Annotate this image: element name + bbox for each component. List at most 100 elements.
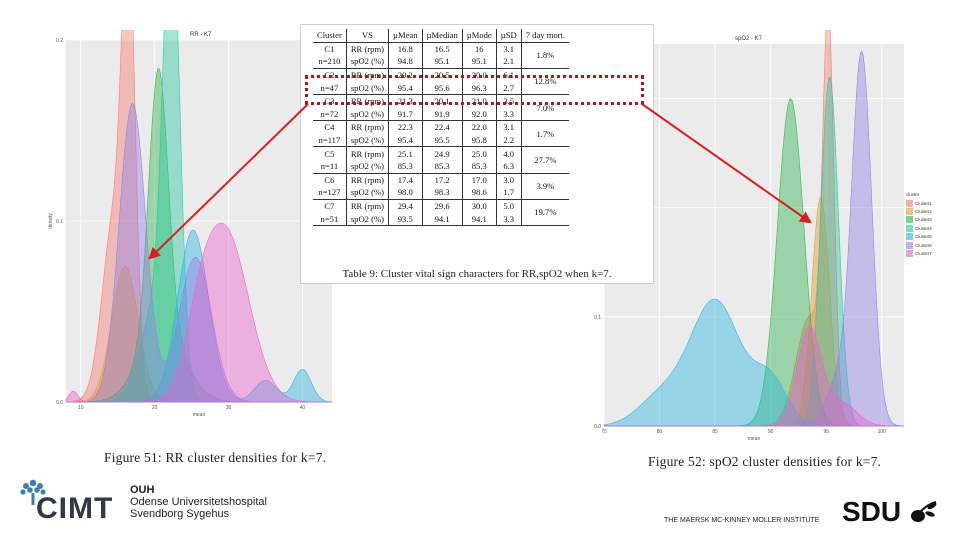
table-cell: 95.5 (421, 133, 463, 148)
table-row: C1 RR (rpm) 16.8 16.5 16 3.1 1.8% (313, 42, 570, 69)
rr-figure-caption: Figure 51: RR cluster densities for k=7. (104, 450, 327, 465)
table-cell: C1 (324, 43, 335, 54)
table-cell: 6.3 (495, 159, 522, 174)
table-cell: n=47 (313, 81, 347, 95)
table-cell: 3.0 (495, 173, 522, 187)
x-tick-label: 80 (657, 429, 663, 435)
table-cell: spO2 (%) (345, 133, 389, 148)
legend-swatch (906, 250, 913, 258)
x-axis-label: mean (193, 412, 206, 418)
legend-item: Cluster2 (906, 207, 938, 216)
ouh-logo: OUH Odense Universitetshospital Svendbor… (130, 484, 270, 528)
table-cell: 95.1 (421, 55, 463, 69)
table-cell: 16.5 (421, 42, 463, 56)
table-cell: RR (rpm) (345, 120, 389, 134)
ouh-hospital: Odense Universitetshospital (130, 496, 267, 508)
legend-swatch (906, 208, 913, 216)
table-cell: n=51 (313, 212, 347, 226)
legend-label: Cluster2 (915, 209, 932, 215)
legend-label: Cluster4 (915, 225, 932, 231)
table-cell: 30.0 (461, 199, 497, 213)
table-cell: 29.6 (421, 199, 463, 213)
y-tick-label: 0.1 (56, 219, 63, 225)
legend-item: Cluster5 (906, 233, 938, 241)
table-cell: 17.2 (421, 173, 463, 187)
table-cell: spO2 (%) (345, 159, 389, 174)
sdu-logo: SDU (842, 496, 946, 532)
table-cell: 2.2 (495, 133, 522, 148)
table-cell: 7.0% (520, 94, 570, 122)
table-cell: 94.1 (461, 212, 497, 226)
table-cell: 22.3 (388, 120, 423, 134)
tree-icon (20, 479, 46, 505)
table-header-row: Cluster VS µMean µMedian µMode µSD 7 day mort. (313, 29, 570, 43)
table-cell: 22.4 (421, 120, 463, 134)
x-tick-label: 95 (823, 429, 829, 435)
table-cell: 95.4 (388, 81, 423, 95)
table-cell: C6 (324, 174, 335, 185)
legend-item: Cluster6 (906, 241, 938, 249)
table-cell: 29.4 (388, 199, 423, 213)
rr-chart-figure: RR - K7 10 20 30 40 0.0 0.1 0.2 mean density (32, 30, 332, 450)
legend-label: Cluster1 (915, 200, 932, 206)
table-cell: 95.1 (461, 55, 497, 69)
table-cell: 16.8 (388, 42, 423, 56)
table-cell: 3.1 (495, 120, 522, 134)
table-cell: 94.8 (388, 55, 423, 69)
table-row: C7 RR (rpm) 29.4 29.6 30.0 5.0 19.7% (313, 199, 570, 226)
legend-item: Cluster4 (906, 224, 938, 232)
table-cell: n=127 (313, 186, 347, 200)
ouh-name: OUH (130, 484, 155, 496)
x-tick-label: 90 (768, 429, 774, 435)
x-tick-label: 30 (226, 405, 232, 411)
table-cell: 92.0 (461, 107, 497, 122)
table-cell: 98.6 (461, 186, 497, 200)
table-row: n=117 spO2 (%) 95.4 95.5 95.8 2.2 (313, 133, 569, 148)
table-cell: spO2 (%) (345, 81, 389, 95)
x-tick-label: 100 (878, 429, 887, 435)
x-tick-label: 20 (152, 405, 158, 411)
legend-label: Cluster5 (915, 234, 932, 240)
x-tick-label: 10 (78, 405, 84, 411)
y-axis-label: density (48, 213, 54, 229)
cimt-logo: CIMT (16, 478, 126, 526)
table-row: n=127 spO2 (%) 98.0 98.3 98.6 1.7 (313, 186, 569, 200)
table-cell: n=72 (313, 107, 347, 122)
table-cell: 95.4 (388, 133, 423, 148)
legend-label: Cluster6 (915, 242, 932, 248)
density-area-cluster7 (65, 222, 332, 403)
table-header-cell: µMode (461, 29, 497, 43)
table-cell: 3.9% (520, 173, 570, 200)
table-cell: RR (rpm) (345, 173, 389, 187)
legend-item: Cluster3 (906, 216, 938, 224)
legend-title: cluster (906, 192, 920, 197)
table-cell: 98.3 (421, 186, 463, 200)
table-cell: 22.0 (461, 120, 497, 134)
table-cell: 24.9 (421, 146, 463, 160)
table-cell: RR (rpm) (345, 199, 389, 213)
legend-swatch (906, 199, 913, 207)
table-header-cell: VS (345, 29, 389, 43)
x-tick-label: 85 (712, 429, 718, 435)
table-cell: C5 (324, 148, 335, 159)
legend-swatch (906, 241, 913, 249)
spo2-legend: cluster Cluster1 Cluster2 Cluster3 Cluster4… (905, 190, 939, 260)
highlight-box-c2 (305, 75, 644, 105)
table-header-cell: Cluster (313, 29, 347, 43)
table-header-cell: µMean (388, 29, 423, 43)
table-cell: 95.6 (421, 81, 463, 95)
table-cell: 19.7% (520, 199, 570, 226)
table-cell: spO2 (%) (345, 55, 389, 69)
table-row: C5 RR (rpm) 25.1 24.9 25.0 4.0 27.7% (313, 146, 570, 174)
spo2-figure-caption: Figure 52: spO2 cluster densities for k=… (648, 454, 882, 469)
institute-name: THE MAERSK MC-KINNEY MOLLER INSTITUTE (664, 517, 820, 524)
table-cell: 25.0 (461, 146, 497, 160)
x-axis-label: mean (748, 436, 761, 442)
table-cell: n=11 (313, 159, 347, 174)
table-cell: 85.3 (388, 159, 423, 174)
table-row: n=210 spO2 (%) 94.8 95.1 95.1 2.1 (313, 55, 569, 69)
table-row: C4 RR (rpm) 22.3 22.4 22.0 3.1 1.7% (313, 120, 570, 148)
rr-chart-title: RR - K7 (190, 32, 212, 38)
table-cell: 94.1 (421, 212, 463, 226)
y-tick-label: 0.1 (594, 315, 601, 321)
